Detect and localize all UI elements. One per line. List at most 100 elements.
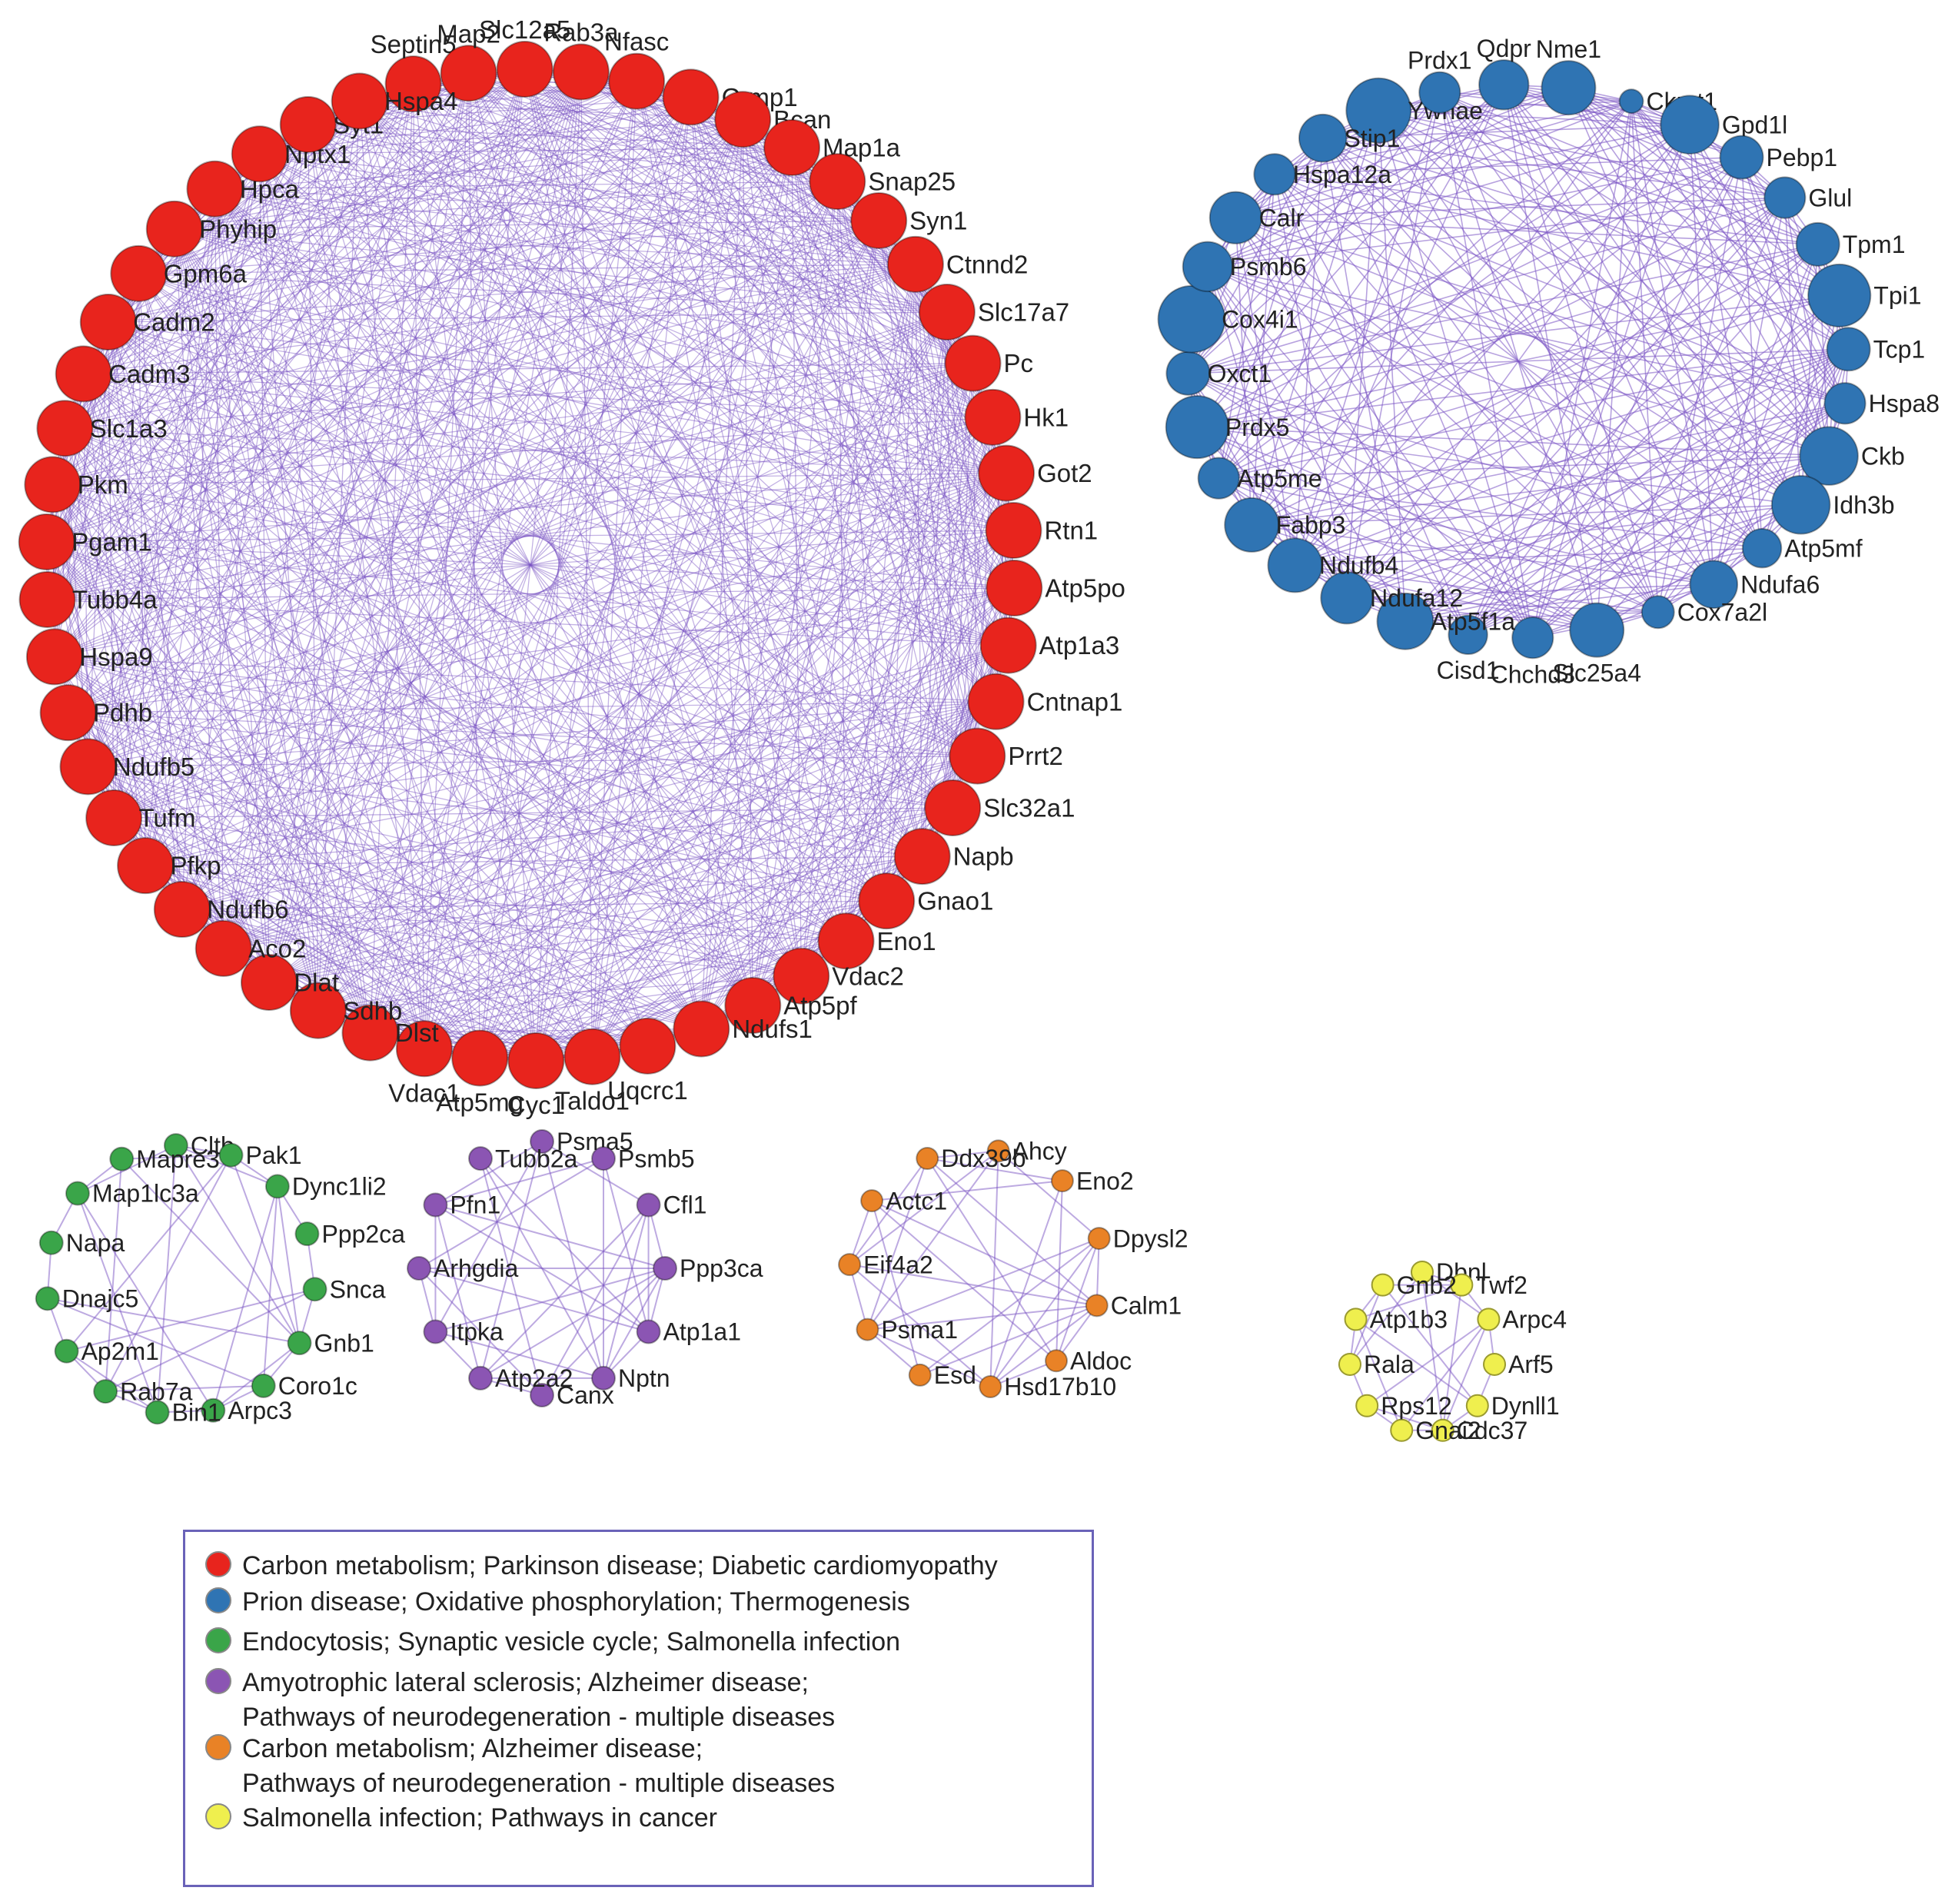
blue-edge <box>1207 156 1742 267</box>
red-edge <box>468 72 887 902</box>
red-edge <box>307 124 978 757</box>
red-node-label: Syn1 <box>909 206 967 234</box>
red-edge <box>88 766 425 1049</box>
red-edge <box>174 228 973 364</box>
red-edge <box>145 865 648 1047</box>
red-edge <box>87 101 361 767</box>
green-node-mapre3 <box>109 1146 135 1171</box>
yellow-edge <box>1381 1284 1478 1407</box>
red-node-label: Cyc1 <box>507 1091 565 1119</box>
blue-edge <box>1274 174 1846 404</box>
red-edge <box>317 68 526 1011</box>
red-node-label: Vdac1 <box>388 1078 460 1107</box>
blue-edge <box>1235 217 1818 245</box>
red-edge <box>524 68 887 902</box>
red-edge <box>700 587 1015 1029</box>
red-edge <box>87 154 261 767</box>
red-edge <box>108 321 1009 646</box>
red-edge <box>113 124 309 819</box>
red-edge <box>181 909 593 1058</box>
red-edge <box>369 220 879 1033</box>
red-edge <box>359 101 425 1049</box>
red-edge <box>113 72 470 819</box>
red-edge <box>83 374 270 983</box>
yellow-node-cdc37 <box>1431 1418 1454 1442</box>
orange-edge <box>866 1328 921 1376</box>
red-edge <box>174 228 993 418</box>
red-edge <box>174 147 793 230</box>
red-edge <box>52 483 953 809</box>
red-edge <box>114 807 953 819</box>
purple-node-psma5 <box>530 1129 554 1154</box>
red-edge <box>54 71 582 657</box>
red-edge <box>52 483 922 857</box>
red-edge <box>174 228 593 1058</box>
red-edge <box>174 228 270 983</box>
blue-edge <box>1235 217 1534 639</box>
red-edge <box>424 71 582 1049</box>
red-edge <box>359 100 1007 474</box>
red-edge <box>181 644 1009 910</box>
red-edge <box>174 228 1007 474</box>
red-edge <box>591 119 743 1057</box>
red-edge <box>370 940 846 1034</box>
blue-edge <box>1207 266 1348 599</box>
red-edge <box>742 119 847 942</box>
red-edge <box>580 71 993 418</box>
red-node-label: Pgam1 <box>71 528 152 557</box>
red-edge <box>174 228 480 1058</box>
red-edge <box>690 97 978 756</box>
red-edge <box>83 373 702 1029</box>
red-node-hk1 <box>964 388 1022 446</box>
blue-node-gpd1l <box>1660 95 1720 155</box>
blue-edge <box>1322 137 1840 297</box>
red-edge <box>47 71 582 600</box>
red-node-pkm <box>24 456 81 513</box>
red-edge <box>259 153 1007 474</box>
red-edge <box>524 68 1009 646</box>
red-edge <box>535 81 637 1062</box>
red-edge <box>268 982 425 1049</box>
orange-edge <box>867 1328 991 1387</box>
red-edge <box>259 154 319 1011</box>
blue-node-label: Qdpr <box>1477 35 1531 62</box>
red-edge <box>413 83 993 418</box>
red-edge <box>113 473 1007 819</box>
blue-edge <box>1188 244 1818 374</box>
purple-edge <box>480 1158 604 1379</box>
blue-node-atp5f1a <box>1376 592 1434 650</box>
red-edge <box>413 83 923 857</box>
red-edge <box>259 96 691 155</box>
green-edge <box>47 1298 300 1344</box>
red-edge <box>68 264 916 713</box>
blue-node-qdpr <box>1478 59 1530 111</box>
red-edge <box>138 273 425 1049</box>
red-edge <box>467 73 537 1062</box>
orange-edge <box>1055 1181 1063 1361</box>
red-edge <box>54 656 702 1030</box>
red-edge <box>83 373 1007 474</box>
red-edge <box>413 83 847 942</box>
red-node-label: Nfasc <box>604 28 669 56</box>
red-edge <box>915 264 953 809</box>
purple-edge <box>434 1205 481 1379</box>
blue-node-calr <box>1208 191 1262 244</box>
red-edge <box>701 940 846 1030</box>
green-edge <box>105 1158 123 1392</box>
red-edge <box>83 264 916 375</box>
blue-edge <box>1322 138 1763 549</box>
blue-node-label: Glul <box>1808 184 1852 211</box>
orange-node-eif4a2 <box>838 1253 862 1277</box>
legend-item-red: Carbon metabolism; Parkinson disease; Di… <box>205 1549 998 1583</box>
purple-node-label: Psmb5 <box>618 1145 695 1172</box>
green-edge <box>156 1145 177 1413</box>
blue-node-label: Ckb <box>1861 442 1905 470</box>
red-edge <box>791 147 1015 531</box>
red-edge <box>922 363 974 857</box>
red-edge <box>64 427 702 1029</box>
red-edge <box>424 97 692 1049</box>
green-node-label: Mapre3 <box>136 1145 219 1173</box>
red-edge <box>145 644 1009 866</box>
red-edge <box>64 428 146 866</box>
blue-node-pebp1 <box>1719 135 1764 180</box>
